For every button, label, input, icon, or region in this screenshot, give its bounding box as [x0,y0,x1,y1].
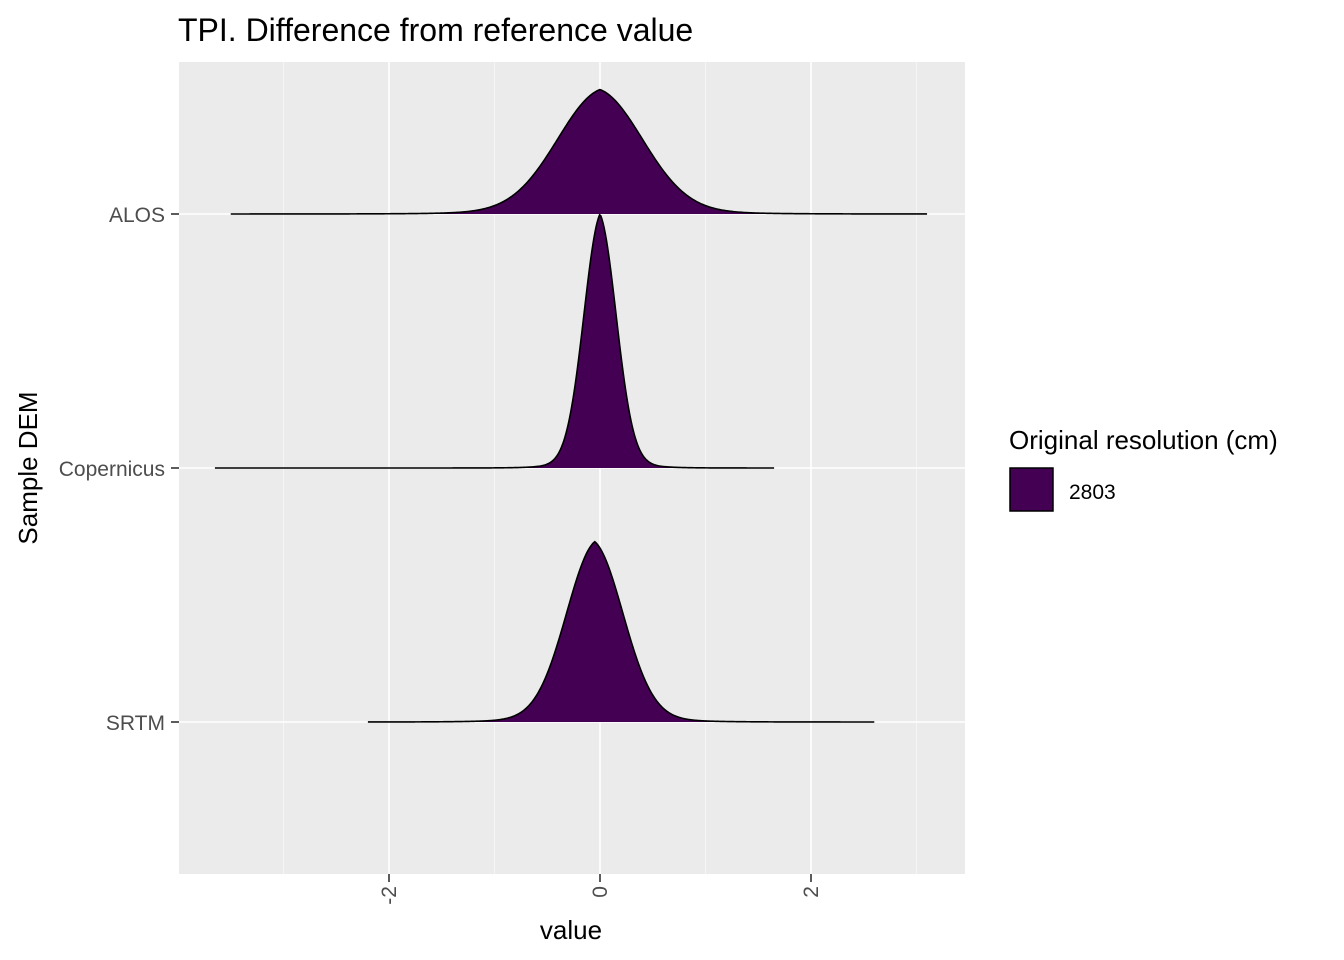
legend-label: 2803 [1069,481,1116,504]
x-axis: -2 0 2 [378,874,823,905]
ridge-outline-srtm [367,540,875,723]
y-tick-label: Copernicus [59,458,165,481]
y-tick-label: ALOS [109,204,165,227]
x-tick-label: 2 [800,886,823,898]
chart-title: TPI. Difference from reference value [178,12,693,48]
legend-key-swatch [1009,467,1054,512]
ridge-outline-copernicus [214,213,775,469]
ridge-outline-alos [230,88,928,215]
ridge-alos [230,89,928,214]
density-ridges [214,88,928,723]
x-tick-label: 0 [589,886,612,898]
x-tick-label: -2 [378,886,401,905]
y-tick-label: SRTM [106,712,165,735]
y-axis: ALOS Copernicus SRTM [59,204,179,735]
legend-title: Original resolution (cm) [1009,425,1278,455]
legend: Original resolution (cm) 2803 [1009,425,1278,512]
ridge-srtm [367,541,875,722]
x-axis-title: value [540,915,602,945]
y-axis-title: Sample DEM [13,391,43,544]
